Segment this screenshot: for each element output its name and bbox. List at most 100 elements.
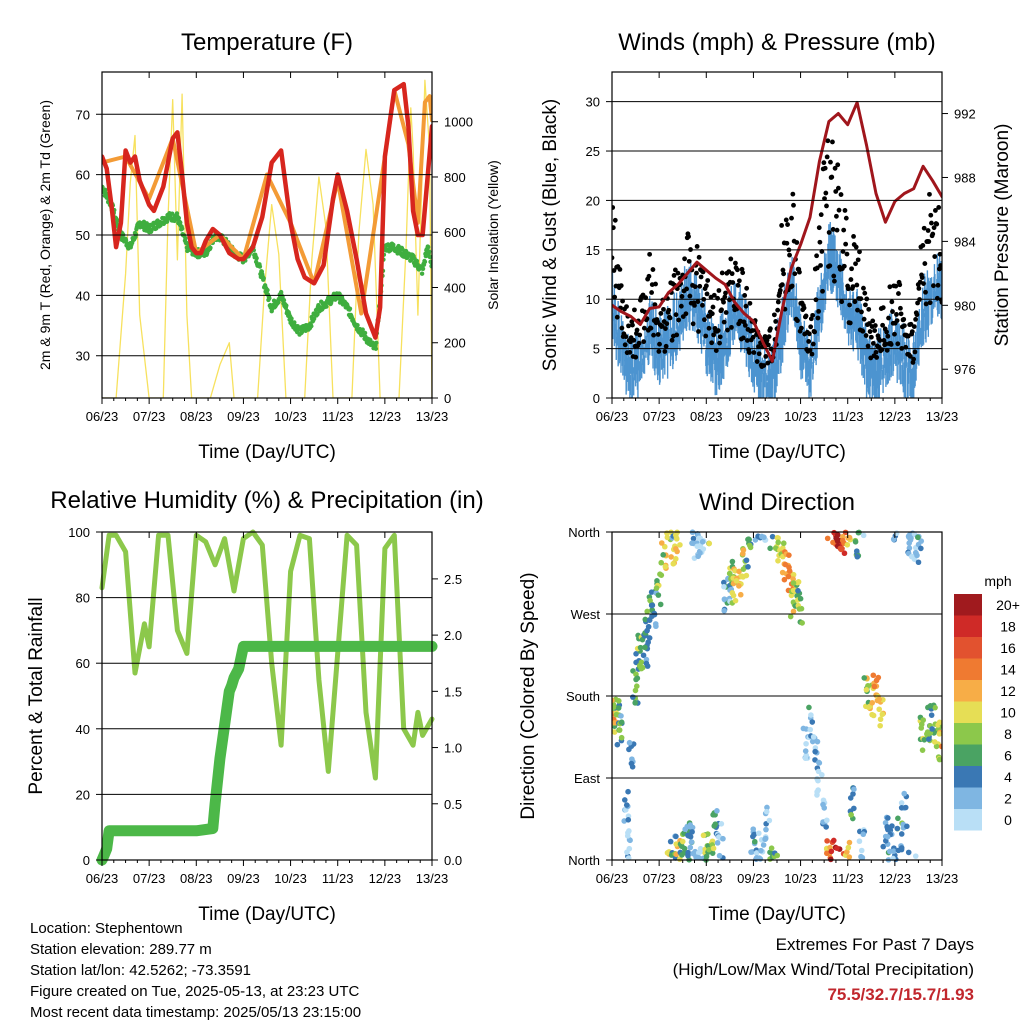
gust-point	[818, 212, 824, 218]
gust-point	[632, 307, 637, 313]
x-tick-label: 09/23	[227, 409, 260, 424]
colorbar-label: 18	[1000, 619, 1016, 635]
y-right-tick-label: 0	[444, 391, 451, 406]
direction-point	[834, 845, 840, 851]
gust-point	[687, 293, 693, 299]
gust-point	[914, 312, 920, 318]
gust-point	[931, 225, 937, 231]
y-right-tick-label: 1.5	[444, 684, 462, 699]
gust-point	[627, 349, 633, 355]
y-right-axis-label: Solar Insolation (Yellow)	[485, 160, 501, 310]
y-right-tick-label: 0.0	[444, 853, 462, 868]
gust-point	[884, 329, 889, 335]
gust-point	[818, 263, 823, 268]
direction-point	[655, 592, 662, 598]
direction-point	[768, 845, 775, 851]
direction-point	[814, 792, 820, 798]
colorbar-cell	[954, 701, 982, 723]
y-right-tick-label: 976	[954, 362, 976, 377]
gust-point	[787, 252, 792, 258]
direction-point	[645, 639, 651, 646]
gust-point	[833, 189, 839, 194]
direction-point	[920, 717, 927, 723]
direction-point	[908, 553, 915, 560]
direction-point	[936, 719, 942, 726]
gust-point	[926, 239, 932, 244]
y-right-tick-label: 600	[444, 225, 466, 240]
gust-point	[700, 269, 706, 275]
gust-point	[631, 337, 637, 343]
gust-point	[843, 215, 849, 221]
station-elevation: Station elevation: 289.77 m	[30, 941, 212, 958]
temp-2m-line	[102, 81, 432, 340]
direction-point	[699, 538, 706, 545]
gust-point	[806, 339, 812, 344]
direction-point	[616, 727, 623, 733]
direction-point	[615, 698, 622, 704]
gust-point	[835, 185, 841, 191]
direction-point	[885, 815, 891, 821]
gust-point	[822, 165, 828, 171]
direction-point	[905, 849, 912, 856]
direction-point	[697, 550, 703, 556]
direction-point	[706, 846, 712, 853]
gust-point	[855, 257, 861, 263]
direction-point	[658, 540, 665, 546]
direction-point	[884, 825, 891, 831]
dewpoint-point	[400, 247, 405, 252]
direction-point	[688, 839, 695, 845]
gust-point	[894, 318, 900, 324]
dewpoint-point	[420, 266, 426, 271]
colorbar-label: 16	[1000, 640, 1016, 656]
direction-point	[721, 579, 727, 586]
gust-point	[723, 310, 729, 315]
dewpoint-point	[265, 287, 270, 293]
direction-point	[815, 768, 822, 775]
direction-point	[852, 539, 859, 545]
plot-area	[612, 529, 942, 863]
y-tick-label: 0	[83, 853, 90, 868]
dewpoint-point	[427, 254, 432, 260]
x-axis-label: Time (Day/UTC)	[198, 442, 336, 463]
direction-point	[918, 538, 925, 544]
gust-point	[923, 301, 929, 307]
plot-frame	[101, 71, 433, 399]
direction-point	[612, 728, 615, 735]
gust-point	[824, 203, 829, 209]
direction-point	[625, 788, 631, 795]
direction-point	[845, 844, 852, 851]
direction-point	[654, 578, 660, 584]
direction-point	[628, 760, 635, 767]
direction-point	[787, 613, 794, 620]
gust-point	[841, 263, 847, 269]
gust-point	[773, 319, 779, 324]
gust-point	[682, 256, 687, 262]
y-tick-label: 100	[68, 525, 90, 540]
gust-point	[784, 240, 790, 246]
direction-point	[747, 544, 754, 551]
direction-point	[865, 704, 872, 710]
dewpoint-point	[208, 245, 213, 250]
x-tick-label: 13/23	[926, 871, 959, 886]
direction-point	[799, 620, 805, 626]
gust-point	[834, 227, 840, 233]
direction-point	[839, 537, 846, 544]
direction-point	[758, 533, 765, 540]
x-tick-label: 10/23	[274, 871, 307, 886]
direction-point	[841, 550, 848, 557]
gust-point	[630, 322, 635, 328]
gust-point	[666, 307, 672, 313]
gust-point	[824, 154, 830, 160]
gust-point	[694, 270, 699, 276]
direction-point	[623, 802, 630, 808]
gust-point	[780, 267, 786, 273]
direction-point	[743, 557, 750, 564]
gust-point	[860, 328, 866, 334]
direction-point	[809, 719, 816, 725]
direction-point	[624, 833, 631, 839]
direction-point	[775, 539, 781, 546]
gust-point	[763, 354, 769, 359]
direction-point	[633, 650, 639, 657]
gust-point	[702, 317, 707, 323]
chart-title: Temperature (F)	[181, 29, 353, 56]
